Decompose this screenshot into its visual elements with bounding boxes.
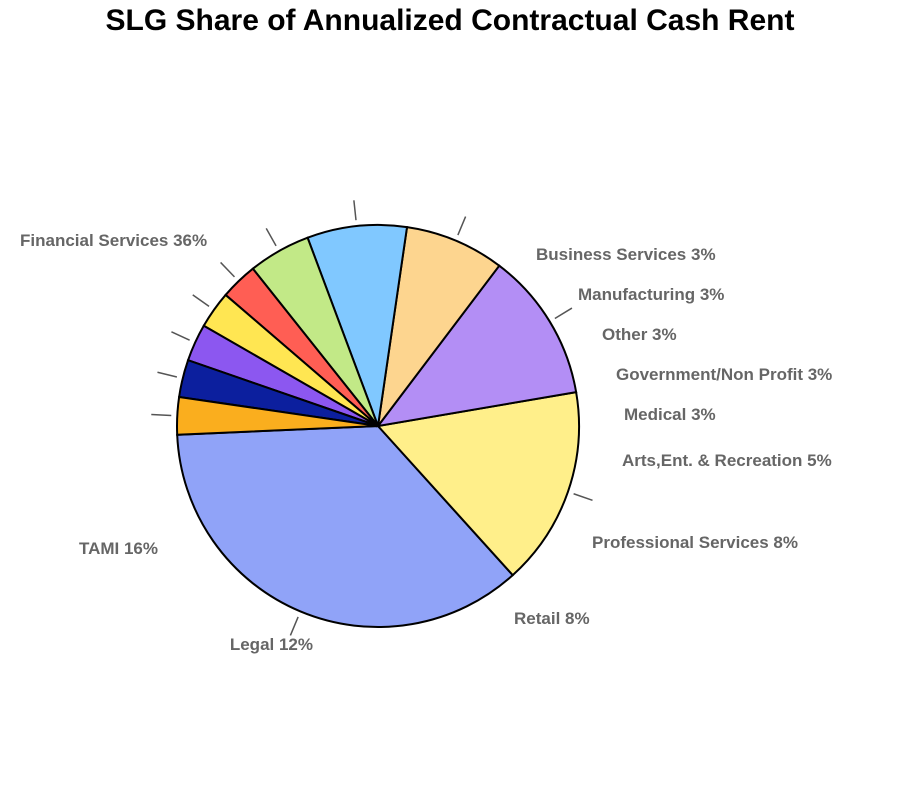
slice-professional-services-tick xyxy=(353,200,357,221)
slice-financial-services xyxy=(176,424,515,628)
slice-tami-label: TAMI 16% xyxy=(79,539,158,558)
slice-business-services-tick xyxy=(151,413,172,417)
slice-retail-tick xyxy=(457,216,467,236)
slice-tami-tick xyxy=(573,493,593,501)
slice-medical-label: Medical 3% xyxy=(624,405,716,424)
slice-arts-ent-recreation-label: Arts,Ent. & Recreation 5% xyxy=(622,451,832,470)
slice-legal xyxy=(375,264,578,428)
slice-tami xyxy=(376,390,581,577)
slice-government-non-profit-label: Government/Non Profit 3% xyxy=(616,365,832,384)
slice-manufacturing-label: Manufacturing 3% xyxy=(578,285,724,304)
slice-legal-label: Legal 12% xyxy=(230,635,313,654)
slice-other-tick xyxy=(171,331,190,341)
slice-arts-ent-recreation-tick xyxy=(265,228,277,247)
slice-financial-services-label: Financial Services 36% xyxy=(20,231,207,250)
slice-medical-tick xyxy=(220,261,236,278)
slice-other-label: Other 3% xyxy=(602,325,677,344)
slice-legal-tick xyxy=(554,307,573,320)
slice-retail-label: Retail 8% xyxy=(514,609,590,628)
slice-professional-services xyxy=(306,224,409,427)
chart-title: SLG Share of Annualized Contractual Cash… xyxy=(105,4,795,37)
slice-business-services-label: Business Services 3% xyxy=(536,245,716,264)
slice-manufacturing-tick xyxy=(157,371,178,378)
slice-financial-services-tick xyxy=(289,616,299,636)
slice-government-non-profit-tick xyxy=(192,294,210,307)
slice-retail xyxy=(377,225,501,427)
slice-business-services xyxy=(176,395,379,436)
slice-professional-services-label: Professional Services 8% xyxy=(592,533,798,552)
